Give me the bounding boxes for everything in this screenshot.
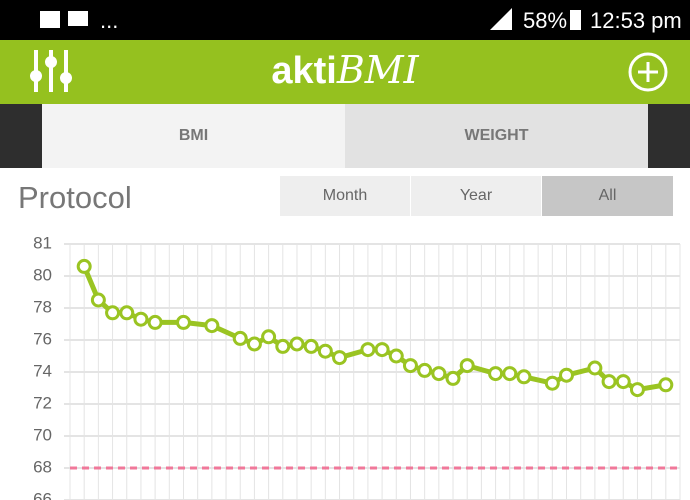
app-logo: aktiBMI	[0, 48, 690, 93]
logo-bold: akti	[271, 50, 337, 92]
data-point	[402, 358, 418, 374]
tab-bar: BMI WEIGHT	[0, 104, 690, 168]
add-button[interactable]	[624, 40, 674, 104]
status-dots: ...	[100, 8, 119, 33]
data-point	[587, 360, 603, 376]
data-point	[90, 292, 106, 308]
settings-button[interactable]	[22, 40, 82, 104]
data-point	[275, 338, 291, 354]
y-tick-label: 81	[33, 233, 52, 252]
data-point	[147, 314, 163, 330]
app-header: aktiBMI	[0, 40, 690, 104]
tab-weight[interactable]: WEIGHT	[345, 104, 648, 168]
data-point	[516, 369, 532, 385]
data-point	[332, 350, 348, 366]
y-tick-label: 68	[33, 457, 52, 476]
status-icons	[40, 11, 88, 28]
data-point	[502, 366, 518, 382]
data-point	[133, 311, 149, 327]
data-point	[119, 305, 135, 321]
clock: 12:53 pm	[590, 8, 682, 33]
y-tick-label: 78	[33, 297, 52, 316]
data-point	[246, 336, 262, 352]
data-point	[303, 338, 319, 354]
signal-icon	[490, 8, 512, 30]
data-point	[317, 343, 333, 359]
y-tick-label: 70	[33, 425, 52, 444]
range-all[interactable]: All	[542, 176, 673, 216]
y-tick-label: 76	[33, 329, 52, 348]
data-point	[289, 336, 305, 352]
range-year[interactable]: Year	[411, 176, 541, 216]
y-tick-label: 66	[33, 489, 52, 500]
data-point	[360, 342, 376, 358]
status-bar: ... 58% 12:53 pm	[0, 0, 690, 40]
battery-level: 58%	[523, 8, 568, 33]
data-point	[629, 382, 645, 398]
battery-icon	[570, 10, 581, 30]
data-point	[459, 358, 475, 374]
data-point	[658, 377, 674, 393]
logo-script: BMI	[336, 48, 419, 92]
y-tick-label: 72	[33, 393, 52, 412]
y-tick-label: 80	[33, 265, 52, 284]
data-point	[76, 258, 92, 274]
data-point	[232, 330, 248, 346]
y-tick-label: 74	[33, 361, 52, 380]
data-point	[615, 374, 631, 390]
data-point	[431, 366, 447, 382]
data-point	[388, 348, 404, 364]
data-point	[445, 370, 461, 386]
data-point	[601, 374, 617, 390]
data-point	[105, 305, 121, 321]
tab-bmi[interactable]: BMI	[42, 104, 345, 168]
data-point	[544, 375, 560, 391]
data-point	[204, 318, 220, 334]
data-point	[374, 342, 390, 358]
data-point	[417, 362, 433, 378]
range-month[interactable]: Month	[280, 176, 410, 216]
data-point	[559, 367, 575, 383]
section-title: Protocol	[18, 180, 132, 215]
data-point	[261, 329, 277, 345]
data-point	[175, 314, 191, 330]
data-point	[488, 366, 504, 382]
